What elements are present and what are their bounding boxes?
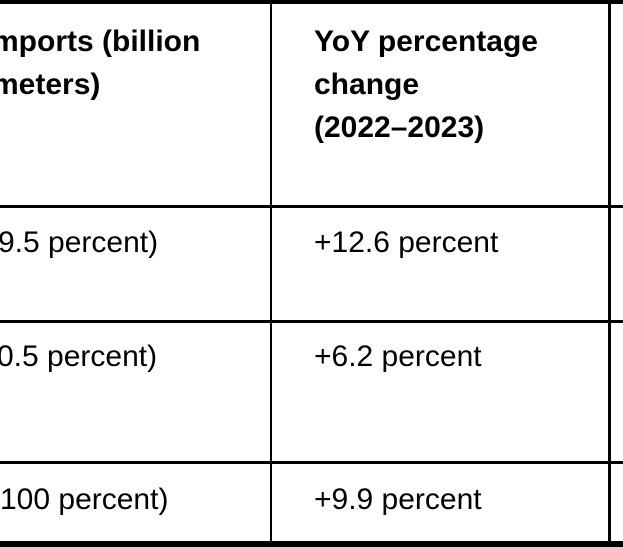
column3-region — [611, 4, 623, 541]
column-divider-1 — [270, 0, 272, 547]
row-1-imports-cell: 9.5 percent) — [0, 226, 159, 259]
row-divider-1 — [0, 205, 623, 208]
row-3-imports-cell: 100 percent) — [0, 483, 169, 516]
row-2-yoy-cell: +6.2 percent — [314, 340, 482, 373]
row-divider-3 — [0, 461, 623, 464]
column-divider-2 — [608, 0, 611, 547]
header-cell-yoy-change: YoY percentage change (2022–2023) — [314, 25, 538, 144]
table-border-top — [0, 0, 623, 4]
table-border-bottom — [0, 541, 623, 547]
row-3-yoy-cell: +9.9 percent — [314, 483, 482, 516]
row-divider-2 — [0, 320, 623, 323]
header-cell-imports: mports (billion meters) — [0, 25, 201, 101]
row-2-imports-cell: 0.5 percent) — [0, 340, 158, 373]
row-1-yoy-cell: +12.6 percent — [314, 226, 499, 259]
